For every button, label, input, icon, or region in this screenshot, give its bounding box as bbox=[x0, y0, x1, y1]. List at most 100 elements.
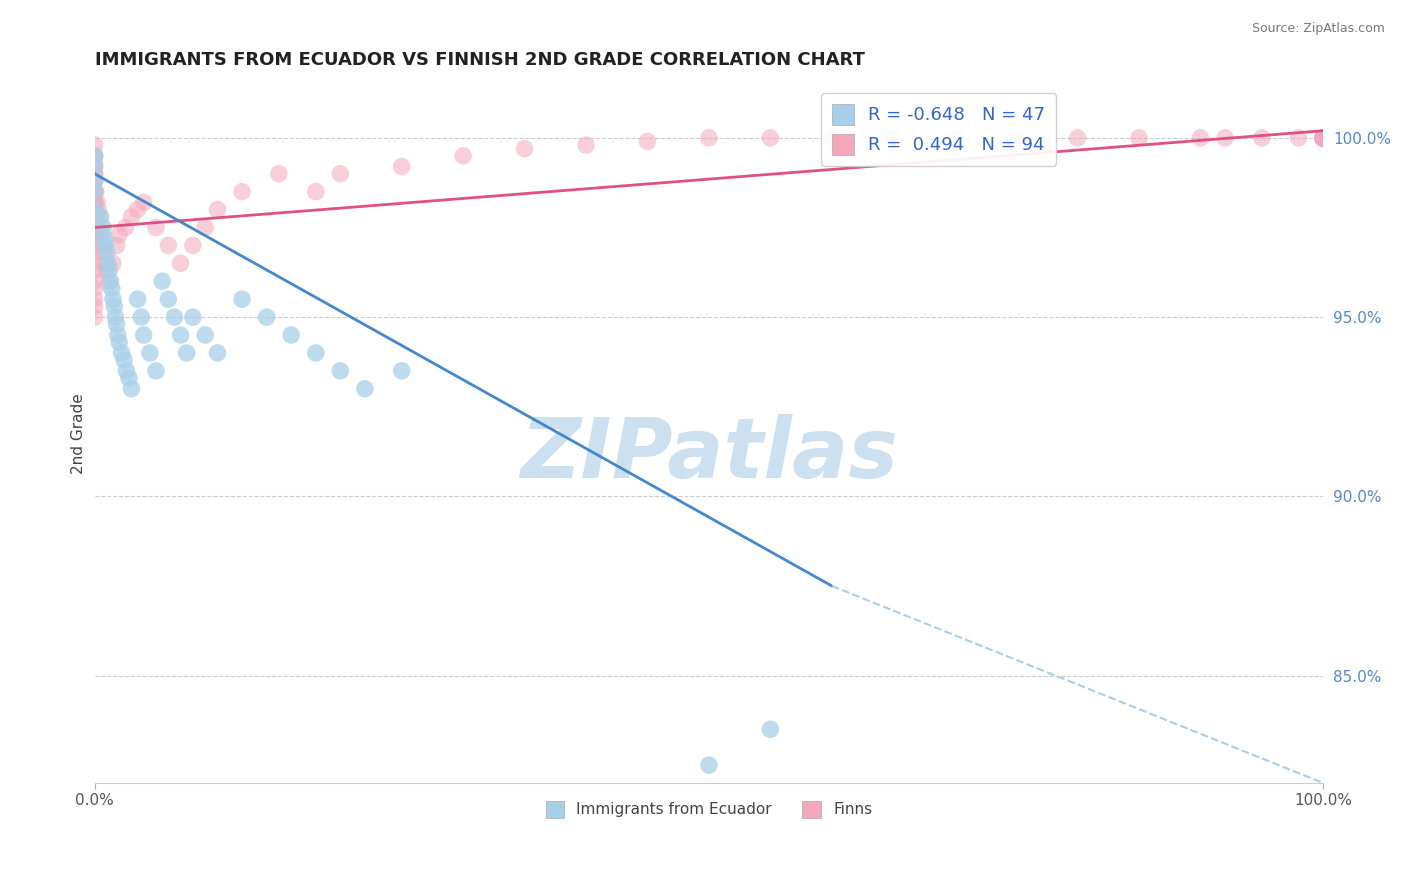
Point bbox=[89, 210, 111, 224]
Point bbox=[83, 160, 105, 174]
Point bbox=[207, 202, 229, 217]
Point bbox=[108, 227, 131, 242]
Point bbox=[93, 231, 115, 245]
Point bbox=[94, 238, 117, 252]
Point bbox=[305, 346, 328, 360]
Point bbox=[1128, 131, 1150, 145]
Point bbox=[181, 238, 204, 252]
Point bbox=[127, 292, 149, 306]
Point bbox=[1189, 131, 1212, 145]
Point bbox=[129, 310, 152, 324]
Point bbox=[83, 202, 105, 217]
Point bbox=[391, 364, 413, 378]
Point bbox=[83, 220, 105, 235]
Point bbox=[821, 131, 844, 145]
Y-axis label: 2nd Grade: 2nd Grade bbox=[72, 393, 86, 474]
Point bbox=[1312, 131, 1334, 145]
Point bbox=[1312, 131, 1334, 145]
Point bbox=[93, 245, 115, 260]
Point bbox=[83, 167, 105, 181]
Point bbox=[697, 131, 720, 145]
Point bbox=[100, 274, 122, 288]
Point bbox=[83, 227, 105, 242]
Point bbox=[107, 328, 129, 343]
Point bbox=[1312, 131, 1334, 145]
Point bbox=[83, 185, 105, 199]
Point bbox=[83, 167, 105, 181]
Point bbox=[83, 310, 105, 324]
Text: Source: ZipAtlas.com: Source: ZipAtlas.com bbox=[1251, 22, 1385, 36]
Point bbox=[83, 174, 105, 188]
Point bbox=[169, 256, 191, 270]
Point bbox=[96, 245, 118, 260]
Point bbox=[132, 328, 155, 343]
Point bbox=[90, 210, 112, 224]
Point bbox=[101, 292, 124, 306]
Text: IMMIGRANTS FROM ECUADOR VS FINNISH 2ND GRADE CORRELATION CHART: IMMIGRANTS FROM ECUADOR VS FINNISH 2ND G… bbox=[94, 51, 865, 69]
Point bbox=[207, 346, 229, 360]
Point bbox=[83, 220, 105, 235]
Point bbox=[83, 210, 105, 224]
Point bbox=[83, 227, 105, 242]
Point bbox=[83, 149, 105, 163]
Point bbox=[83, 256, 105, 270]
Point bbox=[86, 195, 108, 210]
Point bbox=[1312, 131, 1334, 145]
Point bbox=[118, 371, 141, 385]
Point bbox=[83, 185, 105, 199]
Point bbox=[105, 318, 128, 332]
Point bbox=[1312, 131, 1334, 145]
Point bbox=[231, 292, 253, 306]
Point bbox=[83, 160, 105, 174]
Point bbox=[697, 758, 720, 772]
Point bbox=[759, 723, 782, 737]
Point bbox=[83, 174, 105, 188]
Point bbox=[103, 299, 125, 313]
Point bbox=[91, 220, 114, 235]
Point bbox=[127, 202, 149, 217]
Point bbox=[83, 210, 105, 224]
Point bbox=[83, 292, 105, 306]
Point bbox=[101, 256, 124, 270]
Point bbox=[83, 149, 105, 163]
Point bbox=[145, 220, 167, 235]
Point bbox=[1312, 131, 1334, 145]
Point bbox=[305, 185, 328, 199]
Point bbox=[120, 382, 142, 396]
Point bbox=[759, 131, 782, 145]
Point bbox=[1312, 131, 1334, 145]
Point bbox=[108, 335, 131, 350]
Point bbox=[329, 167, 352, 181]
Legend: Immigrants from Ecuador, Finns: Immigrants from Ecuador, Finns bbox=[540, 795, 879, 824]
Point bbox=[943, 131, 966, 145]
Point bbox=[91, 238, 114, 252]
Point bbox=[1312, 131, 1334, 145]
Point bbox=[1312, 131, 1334, 145]
Point bbox=[1288, 131, 1310, 145]
Point bbox=[1312, 131, 1334, 145]
Point bbox=[115, 364, 138, 378]
Point bbox=[145, 364, 167, 378]
Point bbox=[354, 382, 377, 396]
Point bbox=[100, 281, 122, 295]
Point bbox=[1312, 131, 1334, 145]
Point bbox=[181, 310, 204, 324]
Point bbox=[83, 149, 105, 163]
Point bbox=[83, 195, 105, 210]
Point bbox=[98, 274, 121, 288]
Point bbox=[83, 174, 105, 188]
Point bbox=[98, 263, 121, 277]
Point bbox=[157, 292, 180, 306]
Point bbox=[114, 220, 136, 235]
Point bbox=[104, 310, 127, 324]
Point bbox=[90, 220, 112, 235]
Point bbox=[83, 245, 105, 260]
Point bbox=[91, 227, 114, 242]
Point bbox=[169, 328, 191, 343]
Point bbox=[83, 202, 105, 217]
Point bbox=[83, 195, 105, 210]
Point bbox=[97, 256, 120, 270]
Point bbox=[83, 299, 105, 313]
Point bbox=[1312, 131, 1334, 145]
Point bbox=[1312, 131, 1334, 145]
